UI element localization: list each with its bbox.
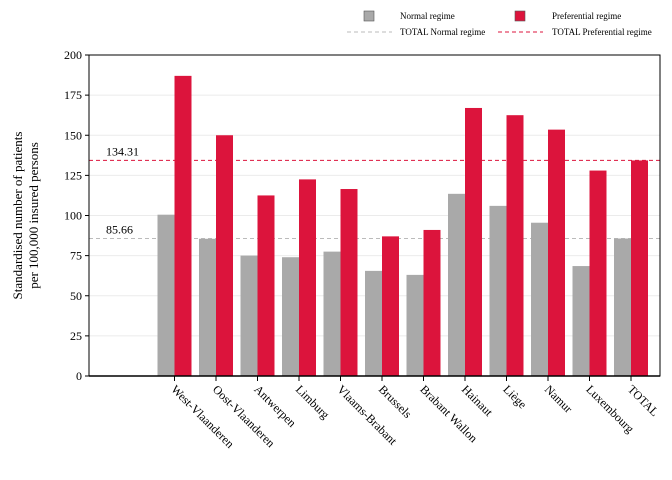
y-tick-label: 0 (76, 369, 82, 383)
legend-swatch-preferential-regime (514, 10, 526, 22)
bar-normal-regime (365, 270, 382, 376)
bar-normal-regime (323, 251, 341, 376)
bar-normal-regime (448, 193, 465, 376)
bar-normal-regime (199, 238, 216, 376)
bar-preferential-regime (299, 179, 316, 376)
x-tick-label: Limburg (293, 382, 332, 421)
y-axis-label-line: Standardised number of patients (10, 132, 25, 300)
bar-preferential-regime (631, 160, 648, 376)
bar-normal-regime (240, 255, 258, 376)
bars (157, 75, 648, 377)
y-tick-label: 100 (64, 209, 82, 223)
bar-normal-regime (572, 266, 590, 376)
x-tick-label: TOTAL (625, 382, 662, 419)
bar-preferential-regime (506, 115, 524, 376)
bar-preferential-regime (589, 170, 607, 376)
y-tick-label: 50 (70, 289, 82, 303)
bar-normal-regime (531, 222, 548, 376)
plot-frame (88, 54, 661, 377)
bar-normal-regime (157, 214, 175, 376)
reference-line-label: 85.66 (106, 223, 133, 237)
legend-swatch-normal-regime (363, 10, 375, 22)
bar-preferential-regime (257, 195, 275, 376)
bar-preferential-regime (548, 129, 565, 376)
bar-normal-regime (406, 274, 424, 376)
y-tick-label: 25 (70, 329, 82, 343)
y-tick-label: 125 (64, 168, 82, 182)
y-tick-label: 175 (64, 88, 82, 102)
bar-preferential-regime (423, 229, 441, 376)
bar-preferential-regime (465, 107, 482, 376)
bar-preferential-regime (340, 189, 358, 376)
legend-label-total-normal: TOTAL Normal regime (400, 27, 485, 37)
x-axis: West-VlaanderenOost-VlaanderenAntwerpenL… (89, 375, 662, 451)
x-tick-label: Namur (542, 382, 575, 415)
bar-preferential-regime (382, 236, 399, 376)
y-tick-label: 200 (64, 48, 82, 62)
legend-label-normal-regime: Normal regime (400, 11, 455, 21)
y-axis-label: Standardised number of patients per 100,0… (10, 132, 41, 300)
legend: Normal regime Preferential regime TOTAL No… (347, 10, 652, 37)
reference-lines: 85.66 134.31 (89, 144, 660, 240)
y-tick-label: 150 (64, 128, 82, 142)
y-axis-label-line: per 100,000 insured persons (26, 142, 41, 289)
y-axis: 0 25 50 75 100 125 150 175 200 (64, 48, 89, 383)
bar-preferential-regime (216, 135, 233, 376)
legend-label-preferential-regime: Preferential regime (552, 11, 621, 21)
bar-preferential-regime (174, 75, 192, 377)
y-tick-label: 75 (70, 249, 82, 263)
legend-label-total-preferential: TOTAL Preferential regime (552, 27, 652, 37)
bar-normal-regime (614, 238, 631, 376)
reference-line-label: 134.31 (106, 144, 139, 158)
bar-normal-regime (282, 257, 299, 376)
x-tick-label: Brussels (376, 382, 415, 421)
bar-normal-regime (489, 205, 507, 376)
x-tick-label: Hainaut (459, 382, 496, 419)
x-tick-label: Liège (500, 382, 529, 411)
